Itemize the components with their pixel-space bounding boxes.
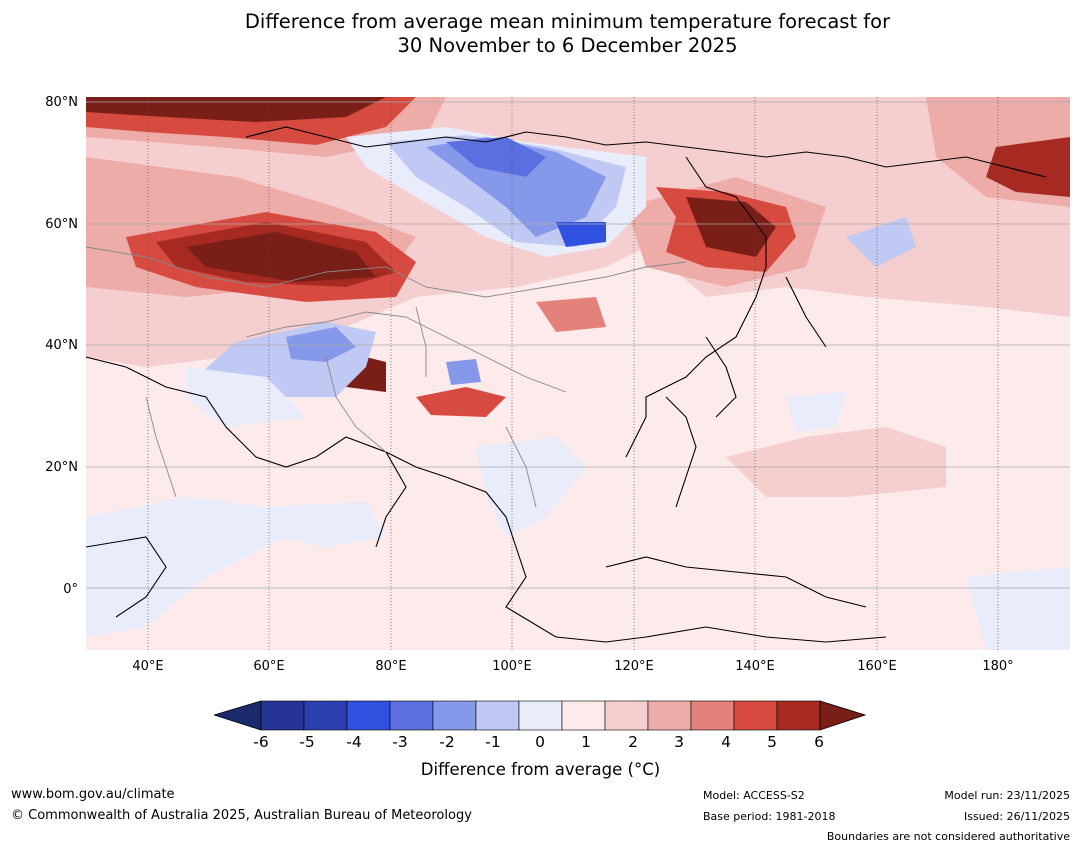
colorbar-swatch bbox=[647, 700, 692, 731]
footer-base-period: Base period: 1981-2018 bbox=[703, 810, 836, 823]
cbar-tick-m5: -5 bbox=[299, 733, 315, 751]
colorbar-swatch bbox=[561, 700, 606, 731]
footer-copyright: © Commonwealth of Australia 2025, Austra… bbox=[11, 808, 472, 823]
colorbar-swatch bbox=[260, 700, 305, 731]
colorbar-swatch bbox=[389, 700, 434, 731]
title-line-1: Difference from average mean minimum tem… bbox=[244, 10, 891, 33]
lon-label-120e: 120°E bbox=[614, 659, 654, 674]
cbar-tick-3: 3 bbox=[674, 733, 684, 751]
colorbar-swatch bbox=[690, 700, 735, 731]
cbar-tick-m1: -1 bbox=[485, 733, 501, 751]
footer-model: Model: ACCESS-S2 bbox=[703, 789, 805, 802]
lon-label-60e: 60°E bbox=[253, 659, 285, 674]
lon-label-180: 180° bbox=[982, 659, 1014, 674]
lon-label-100e: 100°E bbox=[492, 659, 532, 674]
country-borders bbox=[86, 246, 687, 508]
lat-label-80n: 80°N bbox=[45, 95, 78, 110]
cbar-tick-0: 0 bbox=[535, 733, 545, 751]
footer-issued: Issued: 26/11/2025 bbox=[963, 810, 1070, 823]
lat-label-40n: 40°N bbox=[45, 338, 78, 353]
cbar-tick-m4: -4 bbox=[346, 733, 362, 751]
forecast-map bbox=[86, 97, 1070, 650]
lon-label-140e: 140°E bbox=[735, 659, 775, 674]
colorbar bbox=[214, 700, 866, 731]
chart-title: Difference from average mean minimum tem… bbox=[0, 10, 1081, 58]
cbar-tick-5: 5 bbox=[767, 733, 777, 751]
colorbar-swatch bbox=[475, 700, 520, 731]
colorbar-extend-high bbox=[819, 700, 866, 731]
lon-label-80e: 80°E bbox=[375, 659, 407, 674]
cbar-tick-m3: -3 bbox=[392, 733, 408, 751]
footer-model-run: Model run: 23/11/2025 bbox=[944, 789, 1070, 802]
colorbar-label: Difference from average (°C) bbox=[420, 760, 661, 779]
colorbar-swatch bbox=[432, 700, 477, 731]
cbar-tick-4: 4 bbox=[721, 733, 731, 751]
lon-label-40e: 40°E bbox=[132, 659, 164, 674]
map-meridians bbox=[147, 97, 999, 650]
lat-label-60n: 60°N bbox=[45, 217, 78, 232]
map-gridlines bbox=[86, 101, 1070, 589]
cbar-tick-6: 6 bbox=[814, 733, 824, 751]
lon-label-160e: 160°E bbox=[857, 659, 897, 674]
colorbar-swatch bbox=[346, 700, 391, 731]
lat-label-20n: 20°N bbox=[45, 460, 78, 475]
colorbar-swatch bbox=[776, 700, 821, 731]
lat-label-0: 0° bbox=[63, 582, 78, 597]
colorbar-swatch bbox=[604, 700, 649, 731]
coastlines bbox=[86, 126, 1047, 643]
title-line-2: 30 November to 6 December 2025 bbox=[397, 34, 738, 57]
footer-url[interactable]: www.bom.gov.au/climate bbox=[11, 787, 175, 802]
colorbar-extend-low bbox=[214, 700, 262, 731]
colorbar-swatch bbox=[518, 700, 563, 731]
colorbar-swatches bbox=[260, 700, 821, 731]
cbar-tick-m2: -2 bbox=[439, 733, 455, 751]
cbar-tick-m6: -6 bbox=[253, 733, 269, 751]
temperature-anomaly-field bbox=[86, 97, 1070, 650]
colorbar-swatch bbox=[733, 700, 778, 731]
footer-disclaimer: Boundaries are not considered authoritat… bbox=[826, 830, 1070, 843]
cbar-tick-1: 1 bbox=[581, 733, 591, 751]
cbar-tick-2: 2 bbox=[628, 733, 638, 751]
colorbar-swatch bbox=[303, 700, 348, 731]
